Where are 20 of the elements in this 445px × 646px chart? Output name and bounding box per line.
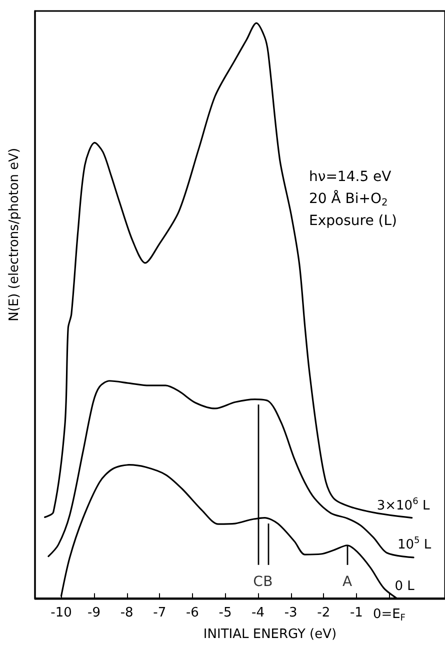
annotation: hν=14.5 eV — [309, 169, 392, 185]
x-tick-label: -2 — [317, 605, 330, 620]
series-label: 3×10$^{6}$ L — [376, 496, 430, 514]
series-label: 0 L — [394, 579, 414, 595]
y-axis-title: N(E) (electrons/photon eV) — [7, 148, 22, 322]
x-tick-label: -6 — [186, 605, 199, 620]
x-tick-label: -9 — [88, 605, 101, 620]
x-tick-label: -1 — [350, 605, 363, 620]
x-tick-label: -3 — [284, 605, 298, 620]
annotation: Exposure (L) — [309, 213, 397, 229]
x-axis-title: INITIAL ENERGY (eV) — [203, 627, 337, 642]
annotation: A — [342, 574, 352, 590]
series-label: 10$^{5}$ L — [398, 536, 432, 554]
annotation: B — [263, 574, 273, 590]
x-tick-label: -4 — [252, 605, 265, 620]
annotation: C — [253, 574, 264, 590]
x-tick-label: -7 — [153, 605, 166, 620]
x-tick-label: -10 — [50, 605, 72, 620]
x-tick-label: -5 — [218, 605, 232, 620]
x-tick-label: -8 — [120, 605, 134, 620]
